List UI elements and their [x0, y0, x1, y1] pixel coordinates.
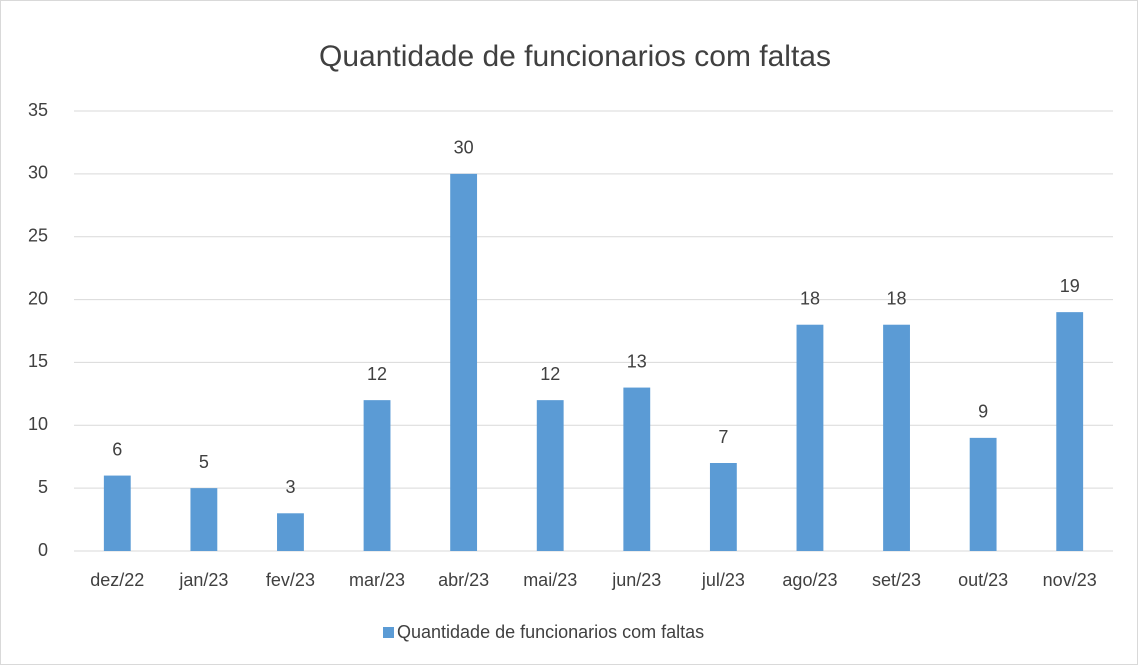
data-label: 12: [367, 364, 387, 384]
y-tick-label: 30: [28, 163, 48, 183]
bar: [277, 513, 304, 551]
data-label: 30: [454, 138, 474, 158]
x-tick-label: nov/23: [1043, 570, 1097, 590]
data-label: 18: [800, 288, 820, 308]
x-tick-label: jan/23: [178, 570, 228, 590]
y-tick-label: 20: [28, 288, 48, 308]
x-tick-label: fev/23: [266, 570, 315, 590]
y-tick-label: 15: [28, 351, 48, 371]
bar: [883, 324, 910, 551]
x-tick-label: jul/23: [701, 570, 745, 590]
bar: [536, 400, 564, 551]
bar: [190, 488, 218, 551]
data-label: 13: [627, 351, 647, 371]
bar: [796, 324, 824, 551]
data-label: 3: [285, 477, 295, 497]
bar: [450, 173, 478, 551]
y-tick-label: 10: [28, 414, 48, 434]
x-tick-label: out/23: [958, 570, 1008, 590]
x-tick-label: jun/23: [611, 570, 661, 590]
data-label: 12: [540, 364, 560, 384]
x-tick-label: ago/23: [782, 570, 837, 590]
data-label: 19: [1060, 276, 1080, 296]
legend-swatch: [383, 627, 394, 638]
x-tick-label: dez/22: [90, 570, 144, 590]
data-label: 7: [718, 427, 728, 447]
bar: [363, 400, 391, 551]
bar: [103, 475, 131, 551]
y-tick-label: 25: [28, 225, 48, 245]
data-label: 18: [887, 288, 907, 308]
legend-label: Quantidade de funcionarios com faltas: [397, 622, 704, 642]
bar: [1056, 312, 1084, 551]
x-tick-label: mai/23: [523, 570, 577, 590]
y-tick-label: 5: [38, 477, 48, 497]
x-tick-label: abr/23: [438, 570, 489, 590]
data-label: 5: [199, 452, 209, 472]
data-label: 6: [112, 439, 122, 459]
bar: [709, 463, 737, 551]
x-tick-label: set/23: [872, 570, 921, 590]
chart-title: Quantidade de funcionarios com faltas: [319, 40, 831, 73]
bar: [623, 387, 651, 551]
y-tick-label: 0: [38, 540, 48, 560]
x-tick-label: mar/23: [349, 570, 405, 590]
bar: [969, 437, 997, 551]
data-label: 9: [978, 402, 988, 422]
y-tick-label: 35: [28, 100, 48, 120]
